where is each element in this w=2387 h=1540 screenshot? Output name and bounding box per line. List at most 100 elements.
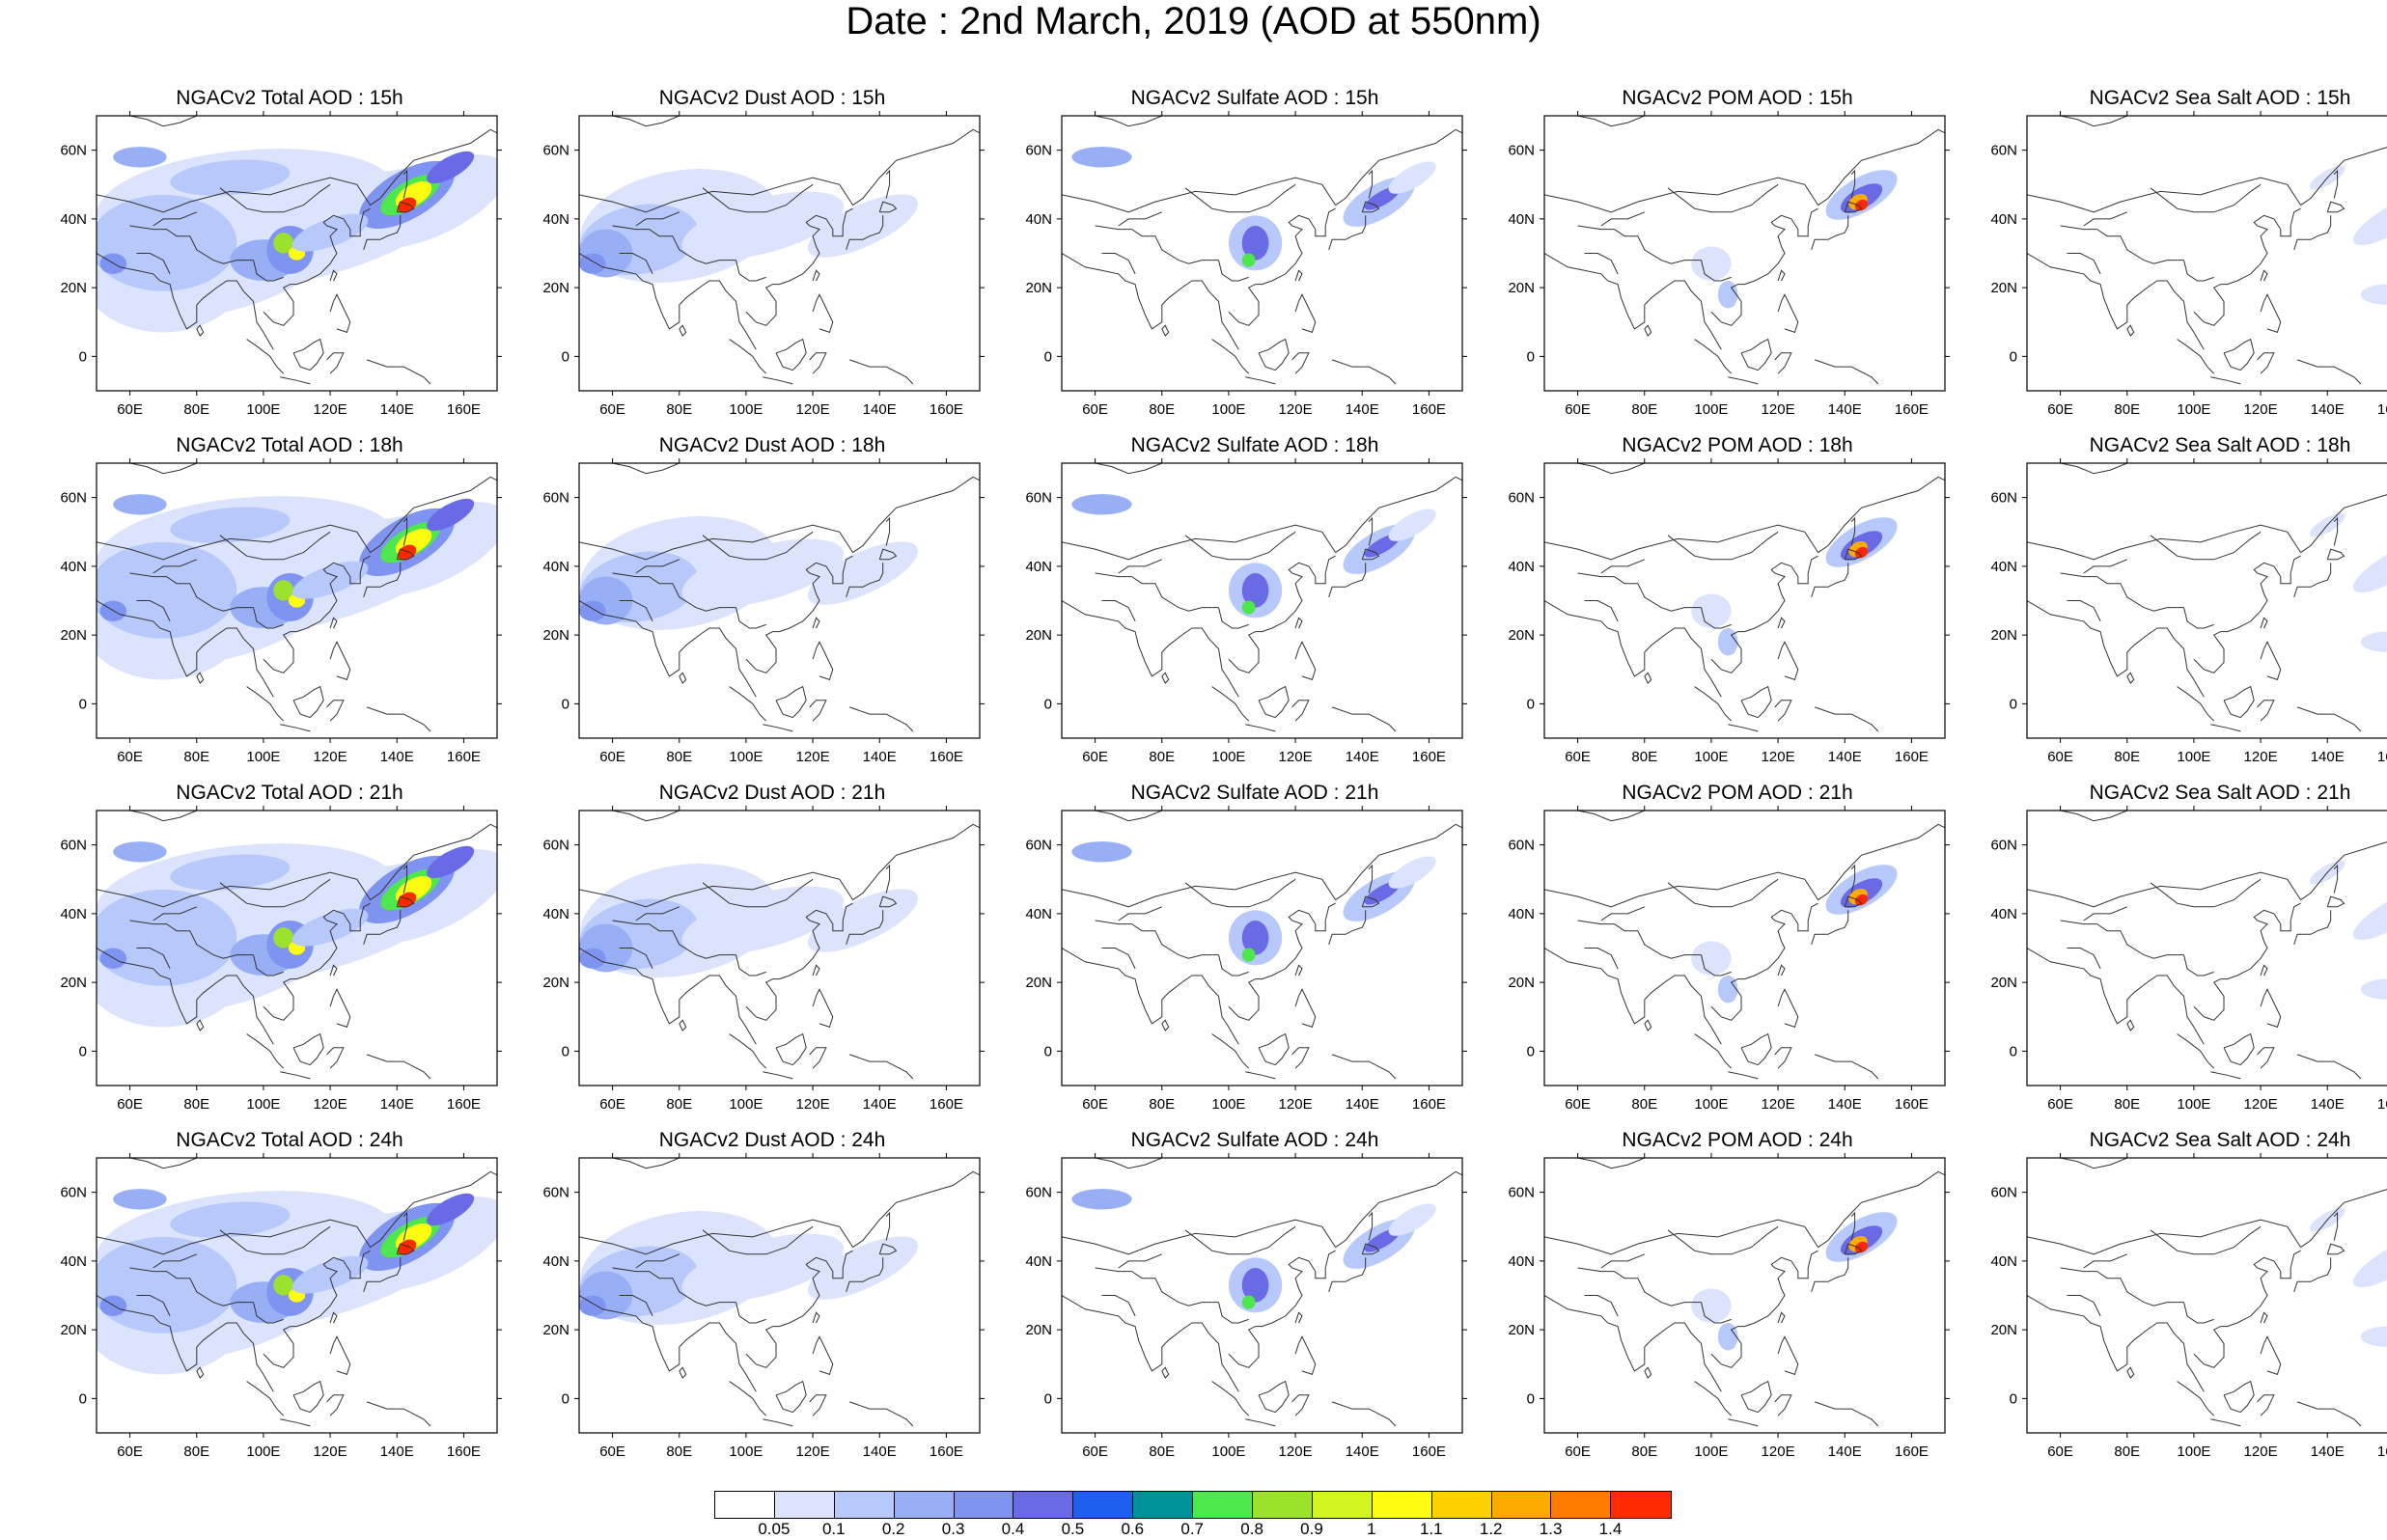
lon-tick-label: 100E xyxy=(729,401,763,418)
coastline xyxy=(775,1380,807,1414)
lat-tick-label: 60N xyxy=(60,1185,87,1201)
lat-tick-label: 0 xyxy=(79,1390,87,1407)
lon-tick-label: 100E xyxy=(1694,1096,1728,1113)
coastline xyxy=(1291,352,1310,374)
coastline xyxy=(2027,948,2205,1045)
coastline xyxy=(1368,864,1374,894)
lon-tick-label: 140E xyxy=(2311,749,2345,765)
coastline xyxy=(1600,211,1645,227)
aod-region xyxy=(291,1255,369,1294)
coastline xyxy=(635,906,680,921)
lat-tick-label: 60N xyxy=(1508,1185,1535,1201)
coastline xyxy=(579,253,757,350)
coastline xyxy=(2150,878,2262,908)
colorbar-swatch xyxy=(1372,1492,1432,1518)
coastline xyxy=(1850,864,1856,894)
coastline xyxy=(1294,269,1303,282)
lon-tick-label: 120E xyxy=(796,749,830,765)
aod-region xyxy=(291,561,369,599)
lon-tick-label: 160E xyxy=(1895,401,1929,418)
coastline xyxy=(846,563,884,598)
coastline xyxy=(1728,376,1759,385)
lon-tick-label: 80E xyxy=(183,1444,209,1460)
lat-tick-label: 20N xyxy=(542,627,569,644)
lon-tick-label: 140E xyxy=(1828,1444,1862,1460)
coastline xyxy=(1777,641,1799,681)
lat-tick-label: 60N xyxy=(1508,490,1535,507)
coastline xyxy=(745,902,853,1021)
lon-tick-label: 60E xyxy=(1082,1096,1108,1113)
map-frame xyxy=(578,462,981,739)
lon-tick-label: 160E xyxy=(930,1444,963,1460)
coastline xyxy=(635,1253,680,1269)
coastline xyxy=(1245,1418,1276,1427)
panel-title: NGACv2 Sulfate AOD : 21h xyxy=(1130,782,1379,804)
coastline xyxy=(619,253,653,275)
aod-region xyxy=(681,191,845,261)
coastline xyxy=(246,1381,285,1416)
lat-tick-label: 20N xyxy=(1508,280,1535,296)
aod-region xyxy=(397,544,417,561)
lon-tick-label: 100E xyxy=(1694,401,1728,418)
coastline xyxy=(1777,293,1799,334)
colorbar-label: 0.05 xyxy=(758,1520,791,1538)
coastline xyxy=(1577,463,1645,475)
coastline xyxy=(1667,531,1779,561)
map-frame xyxy=(96,1157,498,1434)
coastline xyxy=(326,352,345,374)
lon-tick-label: 160E xyxy=(1412,1444,1446,1460)
coastline xyxy=(263,1250,371,1368)
lon-tick-label: 120E xyxy=(1279,1444,1313,1460)
coastline xyxy=(2067,948,2101,970)
aod-region xyxy=(113,841,167,863)
coastline xyxy=(366,359,431,385)
coastline xyxy=(1331,359,1397,385)
lon-tick-label: 100E xyxy=(1211,1096,1245,1113)
aod-region xyxy=(1241,1295,1256,1309)
panel-title: NGACv2 Total AOD : 18h xyxy=(176,434,403,456)
coastline xyxy=(1850,169,1856,199)
lat-tick-label: 0 xyxy=(1527,696,1535,712)
coastline xyxy=(1291,1047,1310,1069)
colorbar-swatch xyxy=(954,1492,1014,1518)
coastline xyxy=(2257,700,2275,722)
lat-tick-label: 0 xyxy=(562,1043,569,1059)
coastline xyxy=(280,1418,311,1427)
coastline xyxy=(763,1418,793,1427)
lat-tick-label: 20N xyxy=(1025,975,1052,991)
aod-region xyxy=(427,151,475,184)
map-frame xyxy=(2026,810,2387,1086)
coastline xyxy=(366,1401,431,1427)
coastline xyxy=(129,1267,254,1306)
coastline xyxy=(2293,910,2332,946)
coastline xyxy=(326,1394,345,1416)
coastline xyxy=(2126,324,2135,337)
lon-tick-label: 100E xyxy=(2177,749,2210,765)
coastline xyxy=(1850,1211,1856,1241)
aod-region xyxy=(1388,509,1436,541)
map-frame xyxy=(578,810,981,1086)
lon-tick-label: 140E xyxy=(1828,749,1862,765)
map-plot: 60E 80E 100E 120E 140E 160E 60N 40N 20N 0 xyxy=(1990,806,2387,1113)
lat-tick-label: 40N xyxy=(542,906,569,922)
lon-tick-label: 80E xyxy=(183,1096,209,1113)
lat-tick-label: 20N xyxy=(1508,975,1535,991)
coastline xyxy=(2193,555,2301,674)
coastline xyxy=(1577,116,1645,127)
panel-title: NGACv2 Sea Salt AOD : 15h xyxy=(2089,87,2351,109)
coastline xyxy=(2296,1054,2362,1080)
coastline xyxy=(1577,1267,1702,1306)
coastline xyxy=(1095,1158,1162,1169)
coastline xyxy=(363,215,402,251)
coastline xyxy=(329,269,338,282)
lon-tick-label: 120E xyxy=(1762,749,1795,765)
coastline xyxy=(1294,1335,1317,1376)
coastline xyxy=(2210,376,2241,385)
coastline xyxy=(2293,563,2332,598)
aod-region xyxy=(1241,573,1269,608)
coastline xyxy=(2126,1019,2135,1031)
coastline xyxy=(129,572,254,612)
coastline xyxy=(280,724,311,732)
coastline xyxy=(812,293,834,334)
